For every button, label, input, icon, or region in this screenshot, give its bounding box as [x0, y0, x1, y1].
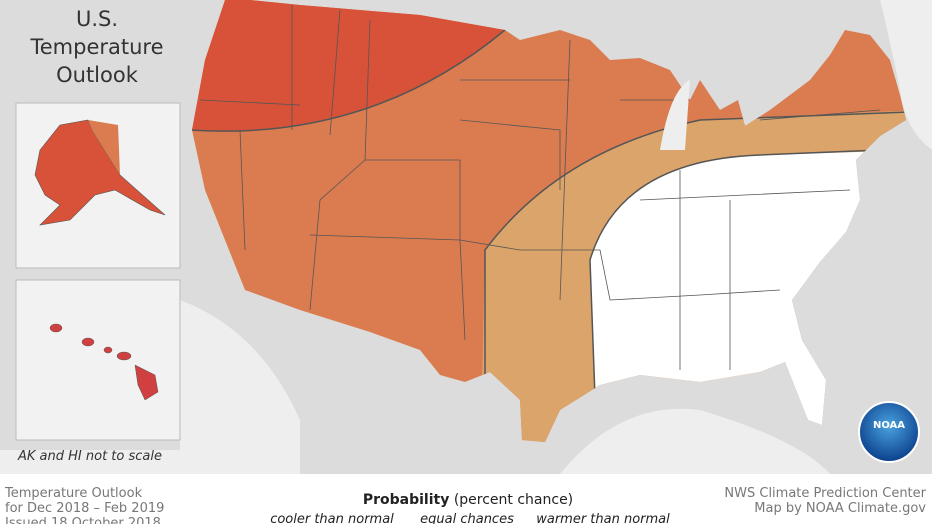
legend-labels: cooler than normal equal chances warmer …	[270, 512, 670, 524]
hawaii	[49, 323, 159, 401]
inset-note: AK and HI not to scale	[17, 449, 162, 464]
contour	[589, 149, 881, 442]
noaa-logo	[858, 401, 920, 463]
legend-title: Probability (percent chance)	[363, 492, 573, 508]
logo-text: NOAA	[873, 420, 905, 431]
gulf	[560, 408, 830, 474]
legend-subtitle: (percent chance)	[454, 492, 573, 508]
footer-right: NWS Climate Prediction Center Map by NOA…	[724, 486, 926, 516]
lake	[660, 80, 690, 150]
state-lines	[199, 5, 881, 370]
hawaii-inset	[15, 279, 181, 441]
footer-text: Issued 18 October 2018	[5, 516, 161, 524]
footer-text: Temperature Outlook	[4, 486, 143, 501]
contour	[192, 29, 506, 132]
footer	[0, 474, 932, 524]
legend-title-bold: Probability	[363, 492, 450, 508]
footer-text: for Dec 2018 – Feb 2019	[5, 501, 164, 516]
title-line: Temperature	[29, 35, 163, 59]
legend-label: cooler than normal	[270, 512, 394, 524]
footer-left: Temperature Outlook for Dec 2018 – Feb 2…	[4, 486, 164, 524]
legend-label: equal chances	[420, 512, 514, 524]
footer-text: Map by NOAA Climate.gov	[754, 501, 926, 516]
footer-text: NWS Climate Prediction Center	[724, 486, 926, 501]
region-much-warmer	[192, 0, 505, 132]
ocean	[0, 300, 300, 474]
atlantic	[880, 0, 932, 150]
alaska-east	[88, 120, 120, 175]
title-line: Outlook	[56, 63, 139, 87]
legend-label: warmer than normal	[536, 512, 670, 524]
title-line: U.S.	[76, 7, 118, 31]
title: U.S. Temperature Outlook	[29, 7, 163, 87]
